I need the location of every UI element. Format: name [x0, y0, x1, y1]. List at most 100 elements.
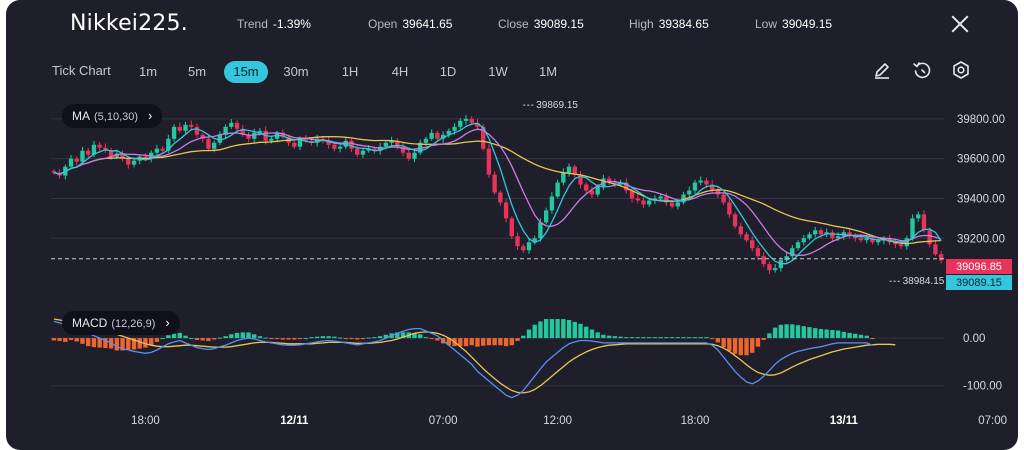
candle-body [795, 242, 801, 249]
candle-body [355, 148, 360, 155]
macd-histogram-bar [813, 328, 818, 339]
candle-body [297, 138, 303, 147]
time-tick-label: 07:00 [429, 415, 458, 427]
macd-histogram-bar [543, 319, 549, 339]
candle-body [372, 148, 377, 151]
macd-histogram-bar [595, 332, 600, 339]
candle-body [732, 214, 738, 227]
macd-histogram-bar [847, 332, 852, 339]
timeframe-tab-1h[interactable]: 1H [341, 64, 359, 79]
candle-body [835, 236, 841, 239]
macd-indicator-pill[interactable]: MACD (12,26,9) › [62, 311, 180, 335]
timeframe-tab-1d[interactable]: 1D [439, 64, 457, 79]
candle-body [606, 178, 612, 183]
macd-histogram-bar [870, 338, 875, 340]
macd-histogram-bar [223, 336, 228, 339]
macd-histogram-bar [744, 338, 749, 356]
macd-histogram-bar [521, 335, 526, 339]
candle-body [440, 134, 446, 139]
candle-body [784, 256, 789, 261]
candle-body [916, 214, 921, 219]
candle-body [629, 190, 635, 199]
candle-body [538, 222, 543, 239]
timeframe-tab-30m[interactable]: 30m [283, 64, 309, 79]
candle-body [171, 126, 177, 139]
price-tick-label: 39400.00 [957, 193, 1005, 205]
price-tick-label: 39600.00 [957, 154, 1005, 166]
prev-close-tag-label: 39096.85 [956, 261, 1002, 273]
macd-histogram-bar [658, 337, 663, 339]
candle-body [532, 238, 537, 243]
macd-histogram-bar [584, 326, 589, 339]
macd-histogram-bar [131, 338, 137, 350]
macd-histogram-bar [606, 335, 612, 339]
candle-body [292, 142, 297, 147]
candle-body [755, 248, 761, 257]
timeframe-tab-4h[interactable]: 4H [391, 64, 409, 79]
macd-histogram-bar [171, 333, 177, 339]
candle-body [818, 230, 824, 235]
candle-body [383, 142, 389, 147]
timeframe-tab-1w[interactable]: 1W [488, 64, 508, 79]
candle-body [864, 238, 869, 241]
candle-body [870, 238, 875, 243]
candle-body [681, 194, 686, 203]
reset-icon[interactable] [912, 60, 932, 80]
macd-histogram-bar [818, 329, 824, 339]
candle-body [240, 128, 245, 135]
candle-body [435, 132, 440, 139]
macd-histogram-bar [269, 338, 274, 340]
macd-histogram-bar [709, 338, 715, 340]
candle-body [921, 214, 927, 231]
candle-body [194, 126, 200, 135]
macd-histogram-bar [97, 338, 102, 348]
candle-body [498, 192, 503, 203]
macd-histogram-bar [355, 338, 360, 340]
macd-histogram-bar [412, 333, 417, 339]
macd-histogram-bar [114, 338, 120, 351]
header-bar: Nikkei225. Trend -1.39% Open 39641.65 Clos… [6, 0, 1018, 50]
time-tick-label: 07:00 [978, 415, 1007, 427]
candle-body [389, 140, 394, 143]
macd-histogram-bar [503, 338, 509, 347]
candle-body [332, 144, 337, 149]
settings-icon[interactable] [951, 60, 971, 80]
timeframe-tab-1m[interactable]: 1M [538, 64, 558, 79]
macd-histogram-bar [240, 332, 245, 339]
candle-body [664, 196, 669, 203]
candle-body [492, 174, 497, 193]
macd-histogram-bar [292, 338, 297, 340]
macd-histogram-bar [830, 330, 835, 339]
macd-histogram-bar [555, 319, 560, 339]
candle-body [910, 218, 915, 239]
chevron-right-icon: › [148, 108, 153, 123]
ma-indicator-pill[interactable]: MA (5,10,30) › [62, 104, 163, 128]
pencil-icon[interactable] [872, 60, 892, 80]
macd-histogram-bar [698, 337, 703, 339]
candle-body [131, 160, 137, 165]
candle-body [97, 144, 102, 148]
chart-type-selector[interactable]: Tick Chart [52, 63, 111, 78]
price-chart[interactable]: 39800.00 39600.00 39400.00 39200.00 0.00 -100… [6, 0, 1018, 450]
timeframe-tab-1m[interactable]: 1m [138, 64, 158, 79]
macd-name: MACD [72, 316, 108, 330]
candle-body [452, 126, 457, 131]
candle-body [211, 142, 217, 149]
candle-body [360, 150, 366, 155]
candle-body [933, 244, 938, 255]
candle-body [669, 202, 675, 207]
macd-histogram-bar [492, 338, 497, 346]
macd-histogram-bar [423, 337, 429, 339]
candle-body [687, 190, 692, 195]
macd-histogram-bar [532, 324, 537, 339]
macd-histogram-bar [687, 337, 692, 339]
macd-histogram-bar [372, 337, 377, 339]
candle-body [463, 118, 469, 121]
macd-histogram-bar [664, 337, 669, 339]
timeframe-tab-5m[interactable]: 5m [187, 64, 207, 79]
macd-histogram-bar [652, 337, 658, 339]
candle-body [91, 144, 97, 155]
timeframe-tab-15m[interactable]: 15m [224, 61, 268, 83]
candle-body [166, 138, 171, 151]
time-tick-label: 13/11 [830, 415, 859, 427]
